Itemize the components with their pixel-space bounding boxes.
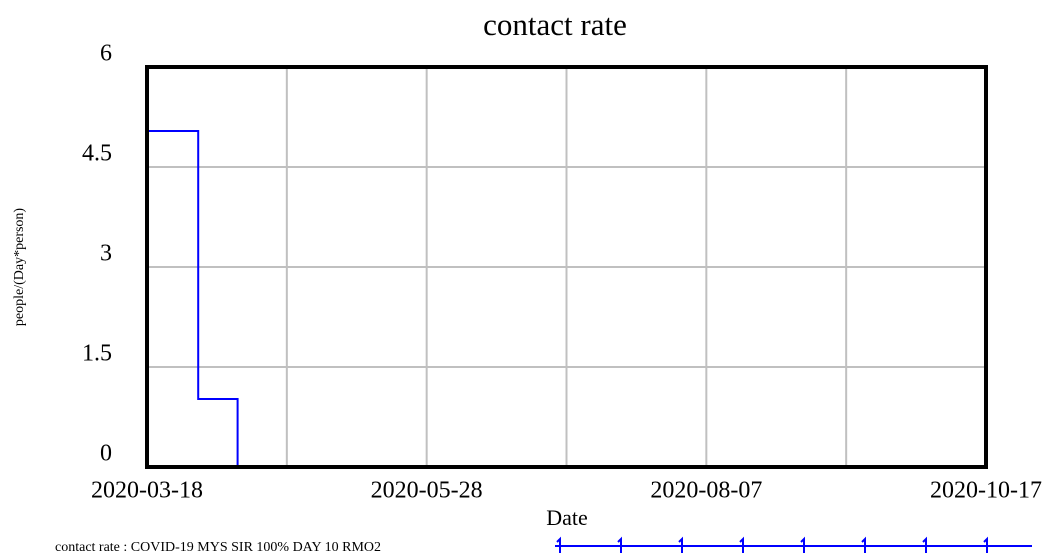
legend-marker xyxy=(556,536,561,553)
y-axis-label: people/(Day*person) xyxy=(12,208,27,327)
chart-title: contact rate xyxy=(483,7,627,42)
legend-marker xyxy=(678,536,683,553)
y-tick-label: 1.5 xyxy=(82,341,112,367)
legend-marker xyxy=(922,536,927,553)
legend-marker xyxy=(617,536,622,553)
legend-marker xyxy=(739,536,744,553)
legend-marker xyxy=(861,536,866,553)
y-tick-label: 0 xyxy=(100,441,112,467)
x-tick-label: 2020-05-28 xyxy=(371,478,483,504)
legend-marker xyxy=(800,536,805,553)
y-tick-label: 3 xyxy=(100,241,112,267)
plot-frame xyxy=(145,65,988,469)
y-tick-label: 4.5 xyxy=(82,141,112,167)
x-tick-label: 2020-08-07 xyxy=(650,478,762,504)
y-tick-label: 6 xyxy=(100,41,112,67)
legend-label: contact rate : COVID-19 MYS SIR 100% DAY… xyxy=(55,540,381,555)
x-tick-label: 2020-03-18 xyxy=(91,478,203,504)
x-tick-label: 2020-10-17 xyxy=(930,478,1042,504)
legend-marker xyxy=(983,536,988,553)
x-axis-label: Date xyxy=(546,505,588,530)
legend-line xyxy=(555,536,1032,553)
